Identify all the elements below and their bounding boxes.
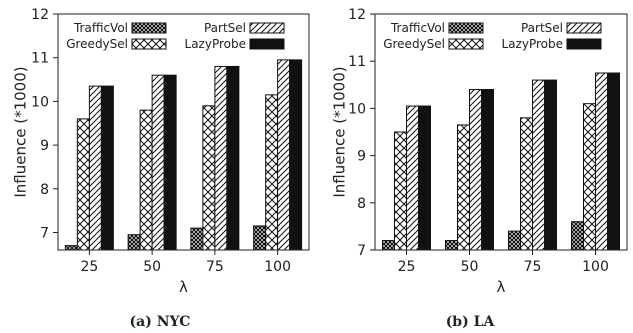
x-tick-label: 75 — [524, 259, 542, 275]
bar-greedysel-50 — [139, 109, 153, 251]
bar-lazyprobe-50 — [481, 89, 494, 251]
bar-trafficvol-100 — [571, 221, 584, 251]
bar-partsel-50 — [151, 74, 165, 251]
x-tick-label: 100 — [264, 259, 291, 275]
y-axis-label: Influence (*1000) — [330, 66, 348, 197]
x-tick-label: 75 — [206, 259, 224, 275]
bar-trafficvol-50 — [127, 234, 141, 251]
bar-lazyprobe-100 — [607, 72, 620, 251]
bar-lazyprobe-75 — [226, 65, 240, 251]
x-tick-label: 50 — [143, 259, 161, 275]
bar-greedysel-75 — [520, 117, 533, 251]
panel-nyc: 7 8 9 10 11 12 25 50 75 100 TrafficVol GreedySel P… — [11, 7, 310, 330]
bar-trafficvol-75 — [190, 227, 204, 251]
legend-swatch-lazyprobe — [249, 38, 285, 50]
bar-lazyprobe-25 — [418, 105, 431, 251]
bar-partsel-50 — [469, 89, 482, 251]
x-tick-label: 100 — [582, 259, 609, 275]
y-tick-label: 11 — [31, 51, 49, 67]
bars — [64, 59, 303, 251]
legend-label-greedysel: GreedySel — [383, 37, 445, 51]
x-tick-label: 25 — [398, 259, 416, 275]
bar-partsel-100 — [277, 59, 291, 251]
bar-partsel-75 — [214, 65, 228, 251]
bar-greedysel-25 — [394, 131, 407, 251]
x-axis-ticks: 25 50 75 100 — [80, 250, 291, 275]
y-tick-label: 8 — [40, 182, 49, 198]
bar-greedysel-75 — [202, 105, 216, 251]
y-tick-label: 7 — [40, 226, 49, 242]
bar-partsel-25 — [88, 85, 102, 251]
legend-label-trafficvol: TrafficVol — [73, 21, 128, 35]
legend-label-partsel: PartSel — [204, 21, 246, 35]
bar-greedysel-100 — [265, 94, 279, 251]
plot-frame — [57, 13, 310, 251]
y-axis-ticks: 7 8 9 10 11 12 — [31, 7, 58, 242]
legend-swatch-lazyprobe — [566, 38, 602, 50]
bar-greedysel-100 — [583, 103, 596, 251]
bar-trafficvol-100 — [253, 225, 267, 251]
y-tick-label: 12 — [31, 7, 49, 23]
y-tick-label: 10 — [348, 101, 366, 117]
bar-partsel-75 — [532, 79, 545, 251]
bar-partsel-25 — [406, 105, 419, 251]
bar-trafficvol-25 — [64, 245, 78, 251]
y-tick-label: 12 — [348, 7, 366, 23]
panel-caption: (a) NYC — [130, 314, 191, 330]
bar-partsel-100 — [595, 72, 608, 251]
bar-trafficvol-25 — [382, 240, 395, 251]
x-axis-ticks: 25 50 75 100 — [398, 250, 609, 275]
bar-greedysel-25 — [76, 118, 90, 251]
x-axis-label: λ — [497, 278, 506, 296]
y-tick-label: 8 — [357, 196, 366, 212]
legend: TrafficVol GreedySel PartSel LazyProbe — [383, 21, 602, 51]
legend-swatch-partsel — [566, 22, 602, 34]
bar-lazyprobe-75 — [544, 79, 557, 251]
bar-trafficvol-50 — [445, 240, 458, 251]
legend-label-partsel: PartSel — [521, 21, 563, 35]
panel-caption: (b) LA — [446, 314, 496, 330]
bar-lazyprobe-25 — [100, 85, 114, 251]
bars — [382, 72, 620, 251]
y-tick-label: 7 — [357, 243, 366, 259]
plot-frame — [374, 13, 628, 251]
legend-label-lazyprobe: LazyProbe — [185, 37, 246, 51]
y-tick-label: 10 — [31, 94, 49, 110]
legend-label-lazyprobe: LazyProbe — [502, 37, 563, 51]
y-axis-label: Influence (*1000) — [11, 66, 29, 197]
bar-lazyprobe-50 — [163, 74, 177, 251]
y-tick-label: 11 — [348, 54, 366, 70]
x-axis-label: λ — [179, 278, 188, 296]
legend-swatch-partsel — [249, 22, 285, 34]
x-tick-label: 25 — [80, 259, 98, 275]
legend-label-greedysel: GreedySel — [66, 37, 128, 51]
legend-swatch-greedysel — [131, 38, 167, 50]
legend-swatch-trafficvol — [131, 22, 167, 34]
y-tick-label: 9 — [40, 138, 49, 154]
legend-swatch-greedysel — [448, 38, 484, 50]
bar-trafficvol-75 — [508, 230, 521, 251]
legend: TrafficVol GreedySel PartSel LazyProbe — [66, 21, 285, 51]
bar-greedysel-50 — [457, 124, 470, 251]
bar-lazyprobe-100 — [289, 59, 303, 251]
x-tick-label: 50 — [461, 259, 479, 275]
y-axis-ticks: 7 8 9 10 11 12 — [348, 7, 375, 259]
legend-label-trafficvol: TrafficVol — [390, 21, 445, 35]
y-tick-label: 9 — [357, 149, 366, 165]
panel-la: 7 8 9 10 11 12 25 50 75 100 TrafficVol GreedySel P… — [330, 7, 628, 330]
legend-swatch-trafficvol — [448, 22, 484, 34]
